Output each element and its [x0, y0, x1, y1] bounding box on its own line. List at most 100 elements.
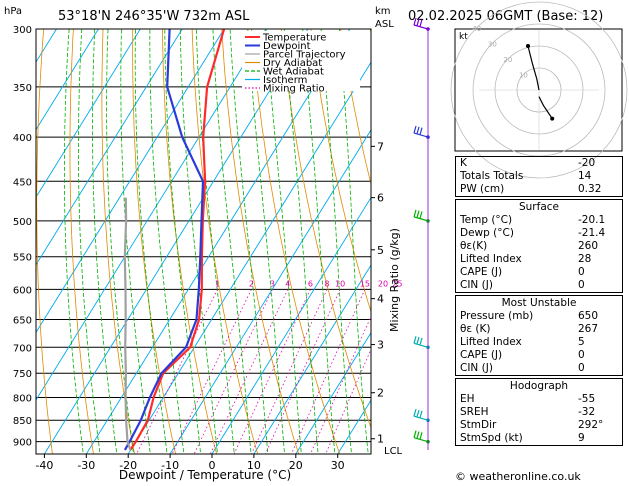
x-tick-label: -40 [35, 459, 53, 472]
legend-entry: Mixing Ratio [263, 84, 325, 95]
mu-row: Lifted Index 5 [456, 336, 622, 349]
surface-label: θε(K) [460, 240, 488, 252]
km-tick-label: 7 [377, 140, 384, 153]
hodo-label: EH [460, 393, 475, 405]
credit-line[interactable]: © weatheronline.co.uk [455, 470, 581, 483]
hodograph-indices-title: Hodograph [509, 380, 569, 392]
pw-label: PW (cm) [460, 183, 505, 195]
pressure-tick-label: 550 [13, 253, 32, 264]
hodo-row: StmSpd (kt) 9 [456, 432, 622, 445]
mixing-ratio-line [251, 289, 328, 454]
lcl-label: LCL [384, 446, 403, 457]
wet-adiabat-line [212, 29, 252, 454]
wind-barb-feather [413, 336, 417, 344]
dry-adiabat-line [69, 29, 94, 454]
wind-barb-feather [419, 337, 423, 346]
km-tick-label: 2 [377, 387, 384, 400]
wet-adiabat-line [283, 29, 319, 454]
mixing-ratio-line [233, 289, 311, 454]
wet-adiabat-line [179, 29, 218, 454]
wind-barb-feather [419, 410, 423, 418]
surface-label: CAPE (J) [460, 266, 503, 278]
dewpoint-line [123, 29, 205, 451]
mixing-ratio-label: 1 [215, 279, 220, 288]
surface-label: Dewp (°C) [460, 227, 514, 239]
x-tick-label: -10 [161, 459, 179, 472]
temperature-line [129, 29, 226, 451]
dry-adiabat-line [280, 29, 371, 429]
mu-label: θε (K) [460, 323, 491, 335]
indices-panel: K -20 Totals Totals 14 PW (cm) 0.32 Surface… [455, 156, 623, 448]
hodo-label: StmSpd (kt) [460, 432, 523, 444]
pressure-tick-label: 650 [13, 315, 32, 326]
wind-barb-shaft [413, 437, 429, 443]
mixing-ratio-axis-title: Mixing Ratio (g/kg) [388, 228, 401, 332]
mu-label: CIN (J) [460, 362, 493, 374]
wind-barb-feather [419, 127, 423, 135]
surface-value: 260 [578, 240, 599, 252]
mixing-ratio-label: 4 [285, 279, 290, 288]
mixing-ratio-line [290, 289, 366, 454]
mixing-ratio-line [209, 289, 289, 454]
pressure-tick-label: 300 [13, 25, 32, 36]
isotherm-line [36, 29, 225, 334]
pressure-tick-label: 750 [13, 369, 32, 380]
wind-barb-feather [413, 409, 417, 417]
mu-row: Pressure (mb) 650 [456, 310, 622, 323]
surface-value: 0 [578, 266, 585, 278]
surface-row: CAPE (J) 0 [456, 266, 622, 279]
isotherm-line [85, 29, 351, 454]
wet-adiabat-line [64, 29, 84, 454]
hodo-value: 292° [578, 419, 604, 431]
surface-row: Dewp (°C) -21.4 [456, 227, 622, 240]
k-index-label: K [460, 157, 467, 169]
mixing-ratio-label: 20 [378, 279, 388, 288]
location-title: 53°18'N 246°35'W 732m ASL [58, 9, 250, 24]
pressure-tick-label: 400 [13, 133, 32, 144]
datetime-title: 02.02.2025 06GMT (Base: 12) [408, 9, 603, 24]
pressure-tick-label: 600 [13, 285, 32, 296]
top-indices-box: K -20 Totals Totals 14 PW (cm) 0.32 [455, 156, 623, 197]
wind-barb-shaft [413, 216, 429, 222]
isotherm-line [36, 29, 141, 199]
mu-value: 0 [578, 349, 585, 361]
mu-row: CIN (J) 0 [456, 362, 622, 375]
dry-adiabat-line [340, 29, 371, 186]
pressure-tick-label: 350 [13, 83, 32, 94]
hodo-label: StmDir [460, 419, 497, 431]
km-tick-label: 4 [377, 293, 384, 306]
legend-entry: Isotherm [263, 75, 307, 86]
wind-barb-feather [416, 431, 420, 439]
wind-barb-feather [416, 336, 420, 345]
wind-barb-shaft [413, 132, 429, 138]
pressure-tick-label: 850 [13, 416, 32, 427]
hodo-value: -55 [578, 393, 596, 405]
surface-value: -20.1 [578, 214, 606, 226]
x-tick-label: 10 [247, 459, 261, 472]
mixing-ratio-label: 2 [249, 279, 254, 288]
mixing-ratio-label: 3 [270, 279, 275, 288]
surface-value: 28 [578, 253, 592, 265]
hodo-row: SREH -32 [456, 406, 622, 419]
x-axis-title: Dewpoint / Temperature (°C) [119, 468, 291, 482]
isotherm-line [253, 264, 371, 454]
wind-barb-feather [419, 432, 423, 440]
wet-adiabat-line [134, 29, 168, 454]
hodo-row: EH -55 [456, 393, 622, 406]
legend-entry: Temperature [262, 33, 326, 44]
hodograph-storm-trace [538, 96, 553, 119]
credit-text: © weatheronline.co.uk [455, 470, 581, 483]
hodograph-ring-label: 10 [519, 71, 528, 79]
pressure-tick-label: 500 [13, 217, 32, 228]
hodograph-ring-label: 30 [488, 40, 497, 48]
km-tick-label: 3 [377, 339, 384, 352]
wind-barb-feather [416, 210, 420, 218]
legend-entry: Wet Adiabat [263, 67, 324, 78]
mu-value: 650 [578, 310, 599, 322]
dry-adiabat-line [191, 29, 259, 454]
mu-row: θε (K) 267 [456, 323, 622, 336]
wet-adiabat-line [149, 29, 185, 454]
isotherm-line [36, 29, 183, 266]
dry-adiabat-line [221, 29, 300, 454]
wind-barb-feather [413, 125, 417, 134]
